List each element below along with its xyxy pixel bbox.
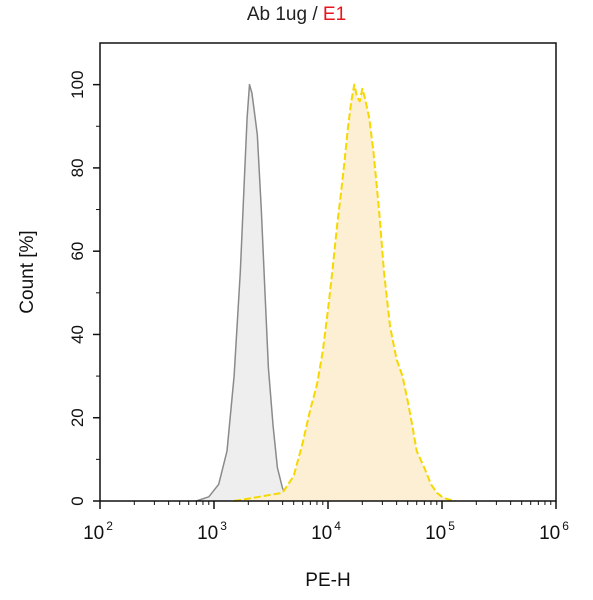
series-2-area [234,84,455,501]
series-2-line [233,83,456,502]
y-axis-label: Count [%] [17,230,38,313]
y-tick-label: 60 [68,242,87,261]
y-tick-label: 80 [68,158,87,177]
chart-title-part1: Ab 1ug / [246,4,323,25]
series-1-area [196,84,294,501]
y-tick-label: 0 [68,496,87,505]
x-axis-label: PE-H [305,570,350,591]
x-tick-label: 10 6 [539,519,569,544]
chart-title-part2: E1 [322,4,347,25]
x-tick-label: 10 5 [425,519,455,544]
x-tick-label: 10 3 [197,519,227,544]
y-tick-label: 20 [68,408,87,427]
series-layer [196,83,456,502]
y-tick-label: 100 [68,70,87,98]
ticks-layer: 0 20 40 60 80 100 10 2 10 3 10 4 10 5 10 6 [68,70,569,544]
series-1-line [196,83,295,502]
x-tick-label: 10 4 [311,519,341,544]
y-tick-label: 40 [68,325,87,344]
x-tick-label: 10 2 [83,519,113,544]
chart-title: Ab 1ug / E1 [0,4,593,26]
